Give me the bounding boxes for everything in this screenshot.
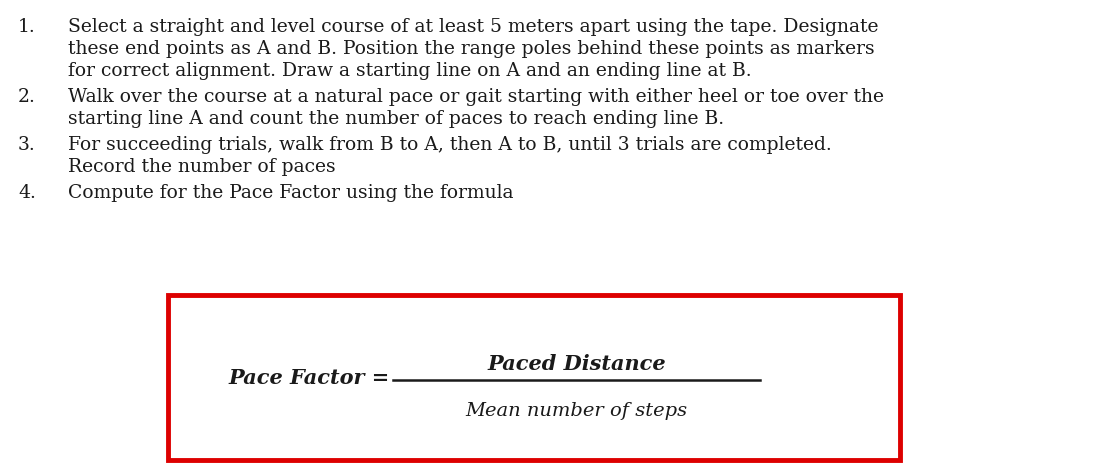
Text: 2.: 2. — [18, 88, 36, 106]
Bar — [168, 295, 900, 460]
Text: for correct alignment. Draw a starting line on A and an ending line at B.: for correct alignment. Draw a starting l… — [68, 62, 752, 80]
Text: Mean number of steps: Mean number of steps — [466, 401, 688, 419]
Text: Record the number of paces: Record the number of paces — [68, 158, 335, 176]
Text: these end points as A and B. Position the range poles behind these points as mar: these end points as A and B. Position th… — [68, 40, 875, 58]
Text: Compute for the Pace Factor using the formula: Compute for the Pace Factor using the fo… — [68, 184, 513, 202]
Text: Select a straight and level course of at least 5 meters apart using the tape. De: Select a straight and level course of at… — [68, 18, 878, 36]
Text: 1.: 1. — [18, 18, 36, 36]
Text: starting line A and count the number of paces to reach ending line B.: starting line A and count the number of … — [68, 110, 724, 128]
Text: Pace Factor =: Pace Factor = — [229, 367, 390, 388]
Text: For succeeding trials, walk from B to A, then A to B, until 3 trials are complet: For succeeding trials, walk from B to A,… — [68, 136, 832, 154]
Text: Paced Distance: Paced Distance — [487, 354, 666, 374]
Text: Walk over the course at a natural pace or gait starting with either heel or toe : Walk over the course at a natural pace o… — [68, 88, 884, 106]
Text: 4.: 4. — [18, 184, 36, 202]
Text: 3.: 3. — [18, 136, 36, 154]
